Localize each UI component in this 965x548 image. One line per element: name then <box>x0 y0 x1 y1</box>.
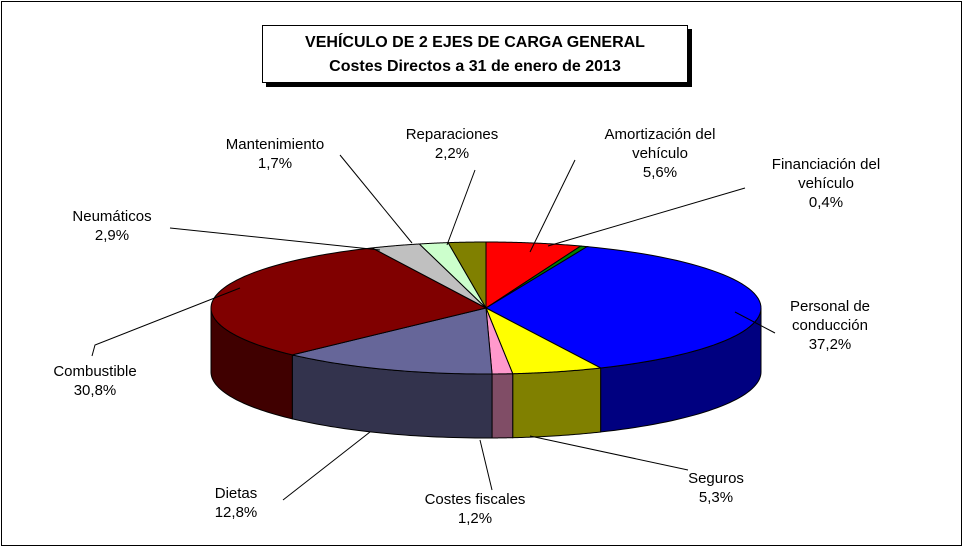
leader-line <box>479 439 493 491</box>
leader-line <box>169 227 381 251</box>
slice <box>485 306 603 375</box>
slice <box>447 241 487 310</box>
category-label: Costes fiscales <box>424 491 526 508</box>
slice <box>418 242 487 309</box>
category-label: Seguros <box>688 470 744 487</box>
value-label: 37,2% <box>808 336 852 353</box>
slice <box>210 247 488 356</box>
slice-label: Neumáticos 2,9% <box>52 207 172 245</box>
value-label: 1,7% <box>257 155 293 172</box>
value-label: 2,2% <box>434 145 470 162</box>
value-label: 5,6% <box>642 164 678 181</box>
leader-line <box>734 311 776 334</box>
title-box: VEHÍCULO DE 2 EJES DE CARGA GENERAL Cost… <box>262 25 688 83</box>
leader-line <box>529 435 689 471</box>
value-label: 2,9% <box>94 227 130 244</box>
category-label: Reparaciones <box>405 126 499 143</box>
slice-label: Dietas 12,8% <box>186 484 286 522</box>
slice-label: Financiación del vehículo 0,4% <box>751 155 901 212</box>
slice-label: Combustible 30,8% <box>35 362 155 400</box>
slice-label: Costes fiscales 1,2% <box>405 490 545 528</box>
leader-line <box>282 431 371 501</box>
slice-label: Seguros 5,3% <box>666 469 766 507</box>
slice-label: Reparaciones 2,2% <box>392 125 512 163</box>
category-label: Neumáticos <box>72 208 152 225</box>
category-label: Amortización del vehículo <box>604 126 716 162</box>
value-label: 1,2% <box>457 510 493 527</box>
leader-line <box>339 154 413 244</box>
leader-line <box>446 169 476 246</box>
value-label: 12,8% <box>214 504 258 521</box>
leader-line <box>529 159 576 253</box>
slice-label: Personal de conducción 37,2% <box>770 297 890 354</box>
slice-label: Mantenimiento 1,7% <box>210 135 340 173</box>
slice-side <box>512 367 602 439</box>
value-label: 0,4% <box>808 194 844 211</box>
category-label: Personal de conducción <box>789 298 871 334</box>
leader-line <box>91 287 241 357</box>
slice <box>292 307 493 375</box>
chart-subtitle: Costes Directos a 31 de enero de 2013 <box>329 58 621 75</box>
slice-label: Amortización del vehículo 5,6% <box>585 125 735 182</box>
value-label: 30,8% <box>73 382 117 399</box>
slice <box>485 307 514 375</box>
category-label: Mantenimiento <box>225 136 325 153</box>
chart-title: VEHÍCULO DE 2 EJES DE CARGA GENERAL <box>305 34 645 51</box>
category-label: Financiación del vehículo <box>771 156 881 192</box>
slice-side <box>491 373 514 439</box>
category-label: Dietas <box>214 485 258 502</box>
value-label: 5,3% <box>698 489 734 506</box>
slice <box>370 243 487 309</box>
leader-line <box>547 187 746 247</box>
category-label: Combustible <box>53 363 137 380</box>
slice <box>484 246 762 369</box>
